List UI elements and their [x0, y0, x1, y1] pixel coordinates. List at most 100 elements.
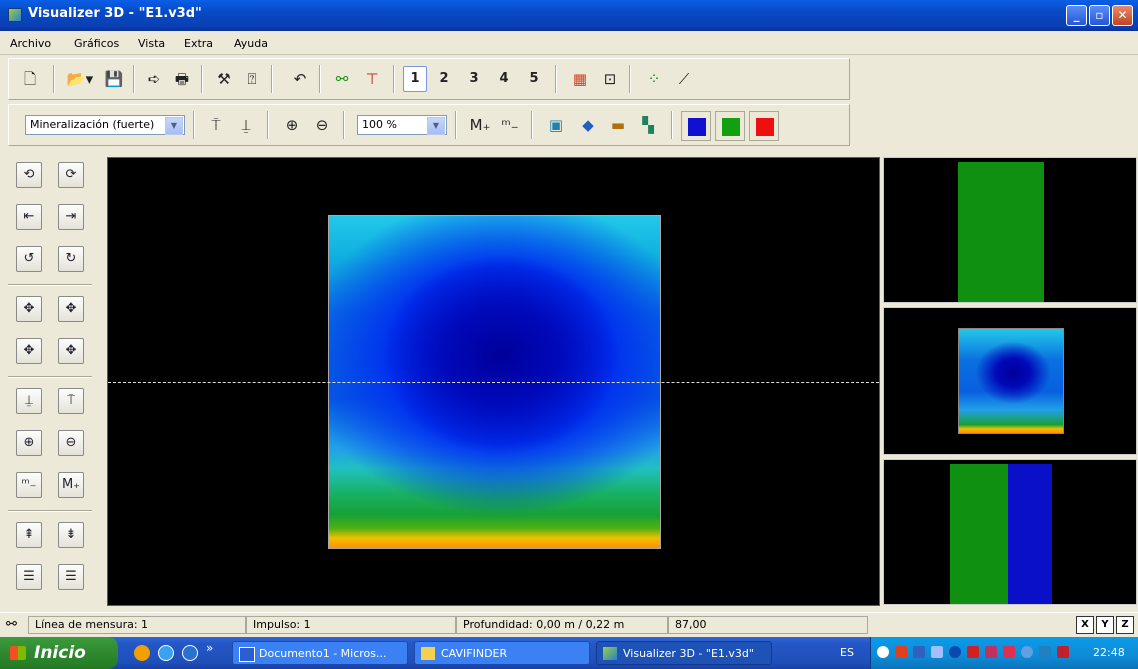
tray-volume-icon[interactable] [1021, 646, 1033, 658]
quicklaunch-icon[interactable] [134, 645, 150, 661]
rotate-z-left-icon[interactable]: ↺ [16, 246, 42, 272]
move-up-icon[interactable]: ⍑ [211, 116, 221, 134]
chevron-down-icon[interactable]: ▼ [165, 117, 183, 135]
start-button[interactable]: Inicio [0, 637, 118, 669]
tray-shield-icon[interactable] [985, 646, 997, 658]
zoom-out-icon[interactable]: ⊖ [315, 116, 329, 134]
level-up-icon[interactable]: ⍑ [58, 388, 84, 414]
main-3d-view[interactable] [107, 157, 880, 606]
menu-extra[interactable]: Extra [184, 37, 214, 50]
reduce-icon[interactable]: ᵐ₋ [16, 472, 42, 498]
new-file-icon[interactable]: 🗋 [23, 70, 37, 88]
tray-display-icon[interactable] [1039, 646, 1051, 658]
close-button[interactable]: ✕ [1112, 5, 1133, 26]
stack-left-icon[interactable]: ☰ [16, 564, 42, 590]
preview-icon[interactable]: ⊡ [603, 70, 617, 88]
view-1-button[interactable]: 1 [403, 66, 427, 92]
side-view-icon[interactable]: ▬ [610, 116, 626, 134]
blue-block [1008, 464, 1052, 604]
task-cavifinder[interactable]: CAVIFINDER [414, 641, 590, 665]
move-down-icon[interactable]: ⍊ [241, 116, 251, 134]
rotate-y-right-icon[interactable]: ⇥ [58, 204, 84, 230]
quicklaunch-overflow[interactable]: » [206, 641, 214, 655]
color-blue-button[interactable] [681, 111, 711, 141]
amplify-icon[interactable]: M₊ [58, 472, 84, 498]
sensor-icon[interactable]: ⊤ [365, 70, 379, 88]
taskbar: Inicio » Documento1 - Micros... CAVIFIND… [0, 637, 1138, 669]
tray-monitor-icon[interactable] [931, 646, 943, 658]
task-label: CAVIFINDER [441, 647, 508, 660]
tools-icon[interactable]: ⚒ [217, 70, 231, 88]
tray-antivirus-icon[interactable] [1057, 646, 1069, 658]
menu-archivo[interactable]: Archivo [10, 37, 52, 50]
tray-network-icon[interactable] [895, 646, 907, 658]
move-down-icon[interactable]: ✥ [58, 338, 84, 364]
move-right-icon[interactable]: ✥ [58, 296, 84, 322]
menu-ayuda[interactable]: Ayuda [234, 37, 268, 50]
stack-right-icon[interactable]: ☰ [58, 564, 84, 590]
status-linea: Línea de mensura: 1 [28, 616, 246, 634]
move-left-icon[interactable]: ✥ [16, 296, 42, 322]
axis-y-button[interactable]: Y [1096, 616, 1114, 634]
export-icon[interactable]: ➪ [147, 70, 161, 88]
browser-icon[interactable] [158, 645, 174, 661]
view-3-button[interactable]: 3 [469, 71, 479, 86]
tray-arrow-icon[interactable] [877, 646, 889, 658]
scatter-icon[interactable]: ⁘ [647, 70, 661, 88]
zoom-in-icon[interactable]: ⊕ [16, 430, 42, 456]
system-tray: 22:48 [870, 637, 1138, 669]
menu-vista[interactable]: Vista [138, 37, 166, 50]
plane-view-icon[interactable]: ◆ [582, 116, 594, 134]
language-indicator[interactable]: ES [840, 646, 854, 659]
level-down-icon[interactable]: ⍊ [16, 388, 42, 414]
open-folder-icon[interactable]: 📂▾ [66, 70, 94, 88]
explorer-icon[interactable] [182, 645, 198, 661]
mode-select[interactable]: Mineralización (fuerte) ▼ [25, 115, 185, 135]
line-chart-icon[interactable]: ⟋ [678, 70, 690, 88]
save-icon[interactable]: 💾 [104, 70, 124, 88]
view-4-button[interactable]: 4 [499, 71, 509, 86]
rotate-x-right-icon[interactable]: ⟳ [58, 162, 84, 188]
reduce-icon[interactable]: ᵐ₋ [501, 116, 519, 134]
menu-graficos[interactable]: Gráficos [74, 37, 120, 50]
view-5-button[interactable]: 5 [529, 71, 539, 86]
chevron-down-icon[interactable]: ▼ [427, 117, 445, 135]
minimize-button[interactable]: _ [1066, 5, 1087, 26]
align-up-icon[interactable]: ⇞ [16, 522, 42, 548]
task-documento[interactable]: Documento1 - Micros... [232, 641, 408, 665]
3d-view-icon[interactable]: ▚ [642, 116, 654, 134]
color-red-button[interactable] [749, 111, 779, 141]
print-icon[interactable]: 🖶 [174, 70, 190, 88]
rotate-x-left-icon[interactable]: ⟲ [16, 162, 42, 188]
view-2-button[interactable]: 2 [439, 71, 449, 86]
grid-icon[interactable]: ▦ [572, 70, 588, 88]
axis-x-button[interactable]: X [1076, 616, 1094, 634]
tray-bluetooth-icon[interactable] [949, 646, 961, 658]
zoom-out-icon[interactable]: ⊖ [58, 430, 84, 456]
task-visualizer[interactable]: Visualizer 3D - "E1.v3d" [596, 641, 772, 665]
measure-add-icon[interactable]: ⚯ [335, 70, 349, 88]
help-icon[interactable]: ⍰ [247, 70, 257, 88]
zoom-select[interactable]: 100 % ▼ [357, 115, 447, 135]
maximize-button[interactable]: ▫ [1089, 5, 1110, 26]
title-bar[interactable]: Visualizer 3D - "E1.v3d" _ ▫ ✕ [0, 0, 1138, 31]
align-down-icon[interactable]: ⇟ [58, 522, 84, 548]
green-block [950, 464, 1008, 604]
amplify-icon[interactable]: M₊ [469, 116, 491, 134]
zoom-in-icon[interactable]: ⊕ [285, 116, 299, 134]
color-green-button[interactable] [715, 111, 745, 141]
rotate-z-right-icon[interactable]: ↻ [58, 246, 84, 272]
rotate-y-left-icon[interactable]: ⇤ [16, 204, 42, 230]
move-up-icon[interactable]: ✥ [16, 338, 42, 364]
color-swatch-red [756, 118, 774, 136]
clock[interactable]: 22:48 [1093, 646, 1125, 659]
front-view-icon[interactable]: ▣ [548, 116, 564, 134]
tray-security-icon[interactable] [967, 646, 979, 658]
tray-app-icon[interactable] [913, 646, 925, 658]
side-view-bottom[interactable] [883, 459, 1137, 605]
undo-icon[interactable]: ↶ [293, 70, 307, 88]
side-view-middle[interactable] [883, 307, 1137, 455]
side-view-top[interactable] [883, 157, 1137, 303]
axis-z-button[interactable]: Z [1116, 616, 1134, 634]
tray-alert-icon[interactable] [1003, 646, 1015, 658]
